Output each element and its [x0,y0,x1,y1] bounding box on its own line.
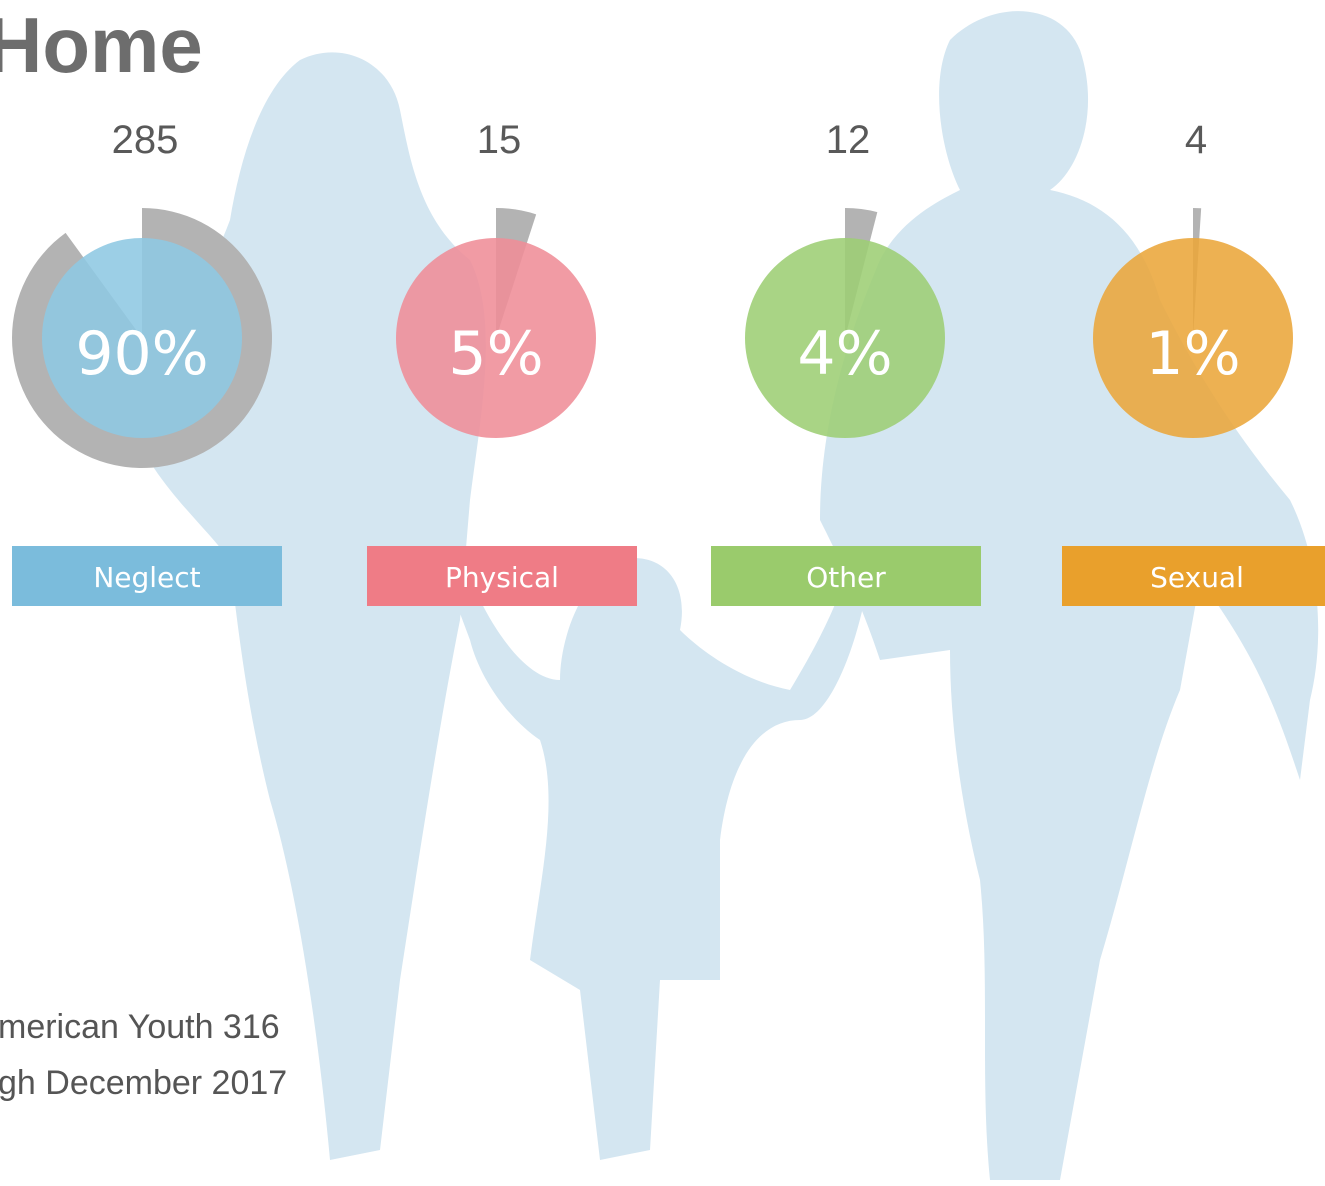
note: gh December 2017 [0,1064,287,1102]
percent-label: 5% [448,319,543,389]
title: Home [0,1,203,89]
category-label: Other [806,561,886,594]
category-label: Physical [445,561,559,594]
chart: Home 90% 285 Neglect 5% 15 Physical 4% 12 Other 1… [0,0,1325,1186]
note: merican Youth 316 [0,1008,280,1046]
category-label: Neglect [93,561,200,594]
percent-label: 90% [75,319,208,389]
count-label: 4 [1185,118,1207,162]
count-label: 15 [477,118,522,162]
category-label: Sexual [1150,561,1244,594]
percent-label: 1% [1145,319,1240,389]
percent-label: 4% [797,319,892,389]
count-label: 12 [826,118,871,162]
count-label: 285 [112,118,179,162]
page: Home 90% 285 Neglect 5% 15 Physical 4% 12 Other 1… [0,0,1325,1186]
